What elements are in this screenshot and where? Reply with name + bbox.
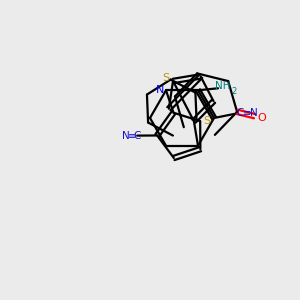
Text: N: N	[156, 85, 164, 95]
Text: C: C	[236, 108, 244, 118]
Text: S: S	[163, 73, 170, 83]
Text: NH: NH	[215, 81, 231, 91]
Text: 2: 2	[231, 87, 237, 96]
Text: O: O	[257, 113, 266, 123]
Text: ≡: ≡	[128, 131, 136, 141]
Text: N: N	[250, 108, 258, 118]
Text: C: C	[134, 130, 141, 141]
Text: ≡: ≡	[243, 108, 251, 118]
Text: S: S	[204, 116, 211, 126]
Text: N: N	[122, 131, 130, 141]
